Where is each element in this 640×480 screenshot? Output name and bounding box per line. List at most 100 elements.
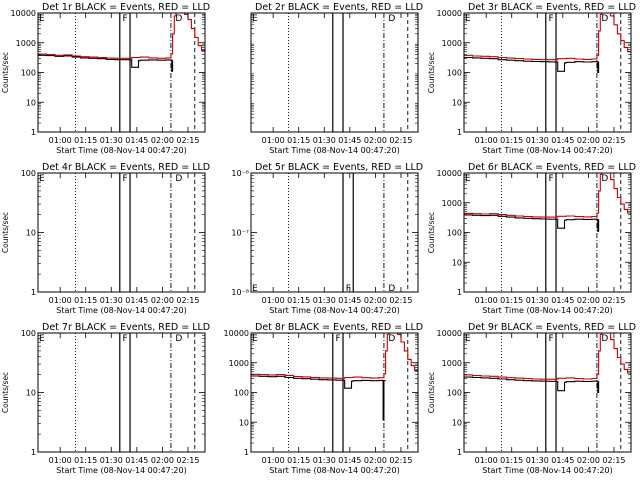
y-tick-label: 10 <box>239 418 249 427</box>
y-axis-label: Counts/sec <box>1 372 10 413</box>
x-tick-label: 02:15 <box>389 456 412 465</box>
lld-series-line <box>464 13 631 61</box>
panel-title: Det 6r BLACK = Events, RED = LLD <box>468 162 636 173</box>
y-tick-label: 100 <box>21 329 36 338</box>
plot-frame <box>37 332 206 453</box>
x-tick-label: 01:30 <box>100 136 123 145</box>
x-tick-label: 01:15 <box>287 136 310 145</box>
x-tick-label: 01:15 <box>287 296 310 305</box>
y-axis-label: Counts/sec <box>427 372 436 413</box>
detector-panel-5: Det 5r BLACK = Events, RED = LLD E F D 01:00… <box>231 162 423 315</box>
flag-marker-E: E <box>252 14 258 24</box>
flag-marker-D: D <box>175 174 182 184</box>
y-tick-label: 10⁻⁶ <box>231 169 249 178</box>
x-tick-label: 02:15 <box>176 136 199 145</box>
y-tick-label: 1000 <box>16 39 36 48</box>
x-axis-label: Start Time (08-Nov-14 00:47:20) <box>269 306 399 315</box>
flag-marker-E: E <box>39 174 45 184</box>
y-tick-label: 10⁻⁸ <box>231 288 249 297</box>
panel-title: Det 9r BLACK = Events, RED = LLD <box>468 322 636 333</box>
y-tick-label: 10 <box>452 98 462 107</box>
flag-marker-D: D <box>388 284 395 294</box>
x-tick-label: 01:45 <box>338 456 361 465</box>
y-tick-label: 10000 <box>437 9 462 18</box>
flag-marker-E: E <box>252 334 258 344</box>
x-tick-label: 02:15 <box>389 296 412 305</box>
panel-title: Det 3r BLACK = Events, RED = LLD <box>468 2 636 13</box>
y-tick-label: 100 <box>21 69 36 78</box>
x-axis-label: Start Time (08-Nov-14 00:47:20) <box>269 466 399 475</box>
x-tick-label: 01:15 <box>500 456 523 465</box>
y-axis-label: Counts/sec <box>1 52 10 93</box>
x-tick-label: 01:00 <box>49 456 72 465</box>
x-tick-label: 01:00 <box>475 456 498 465</box>
panel-title: Det 8r BLACK = Events, RED = LLD <box>255 322 423 333</box>
x-tick-label: 02:00 <box>577 296 600 305</box>
x-tick-label: 02:15 <box>602 296 625 305</box>
x-tick-label: 02:00 <box>151 296 174 305</box>
plot-frame <box>250 172 419 293</box>
x-tick-label: 02:00 <box>364 456 387 465</box>
flag-marker-F: F <box>549 14 554 24</box>
y-tick-label: 1 <box>244 448 249 457</box>
x-tick-label: 02:00 <box>151 456 174 465</box>
x-tick-label: 02:00 <box>577 456 600 465</box>
x-tick-label: 01:30 <box>313 136 336 145</box>
events-series-line <box>464 56 600 74</box>
x-tick-label: 01:45 <box>338 136 361 145</box>
x-axis-label: Start Time (08-Nov-14 00:47:20) <box>269 146 399 155</box>
x-tick-label: 02:00 <box>151 136 174 145</box>
flag-marker-E: E <box>465 174 471 184</box>
series-group <box>464 13 631 74</box>
y-tick-label: 100 <box>21 169 36 178</box>
plot-frame <box>463 12 632 133</box>
x-tick-label: 01:45 <box>125 136 148 145</box>
x-tick-label: 01:30 <box>313 296 336 305</box>
x-tick-label: 01:30 <box>313 456 336 465</box>
x-tick-label: 01:15 <box>74 296 97 305</box>
panel-title: Det 5r BLACK = Events, RED = LLD <box>255 162 423 173</box>
plot-frame <box>250 332 419 453</box>
flag-marker-E: E <box>465 334 471 344</box>
y-tick-label: 10000 <box>224 329 249 338</box>
x-tick-label: 02:00 <box>577 136 600 145</box>
y-axis-label: Counts/sec <box>427 212 436 253</box>
y-axis-label: Counts/sec <box>427 52 436 93</box>
y-tick-label: 10000 <box>437 169 462 178</box>
lld-series-line <box>464 333 631 380</box>
flag-marker-F: F <box>123 174 128 184</box>
y-axis-label: Counts/sec <box>1 212 10 253</box>
y-tick-label: 100 <box>447 229 462 238</box>
flag-marker-F: F <box>336 334 341 344</box>
lld-series-line <box>464 173 631 218</box>
plot-frame <box>250 12 419 133</box>
flag-marker-F: F <box>549 174 554 184</box>
flag-marker-D: D <box>601 174 608 184</box>
flag-marker-F: F <box>549 334 554 344</box>
x-tick-label: 01:45 <box>338 296 361 305</box>
events-series-line <box>464 376 600 394</box>
flag-marker-F: F <box>123 14 128 24</box>
flag-marker-F: F <box>346 284 351 294</box>
y-tick-label: 1 <box>31 128 36 137</box>
x-tick-label: 02:15 <box>176 456 199 465</box>
flag-marker-D: D <box>388 334 395 344</box>
x-tick-label: 01:15 <box>500 136 523 145</box>
y-tick-label: 10⁻⁷ <box>231 229 249 238</box>
x-tick-label: 01:15 <box>74 456 97 465</box>
events-series-line <box>38 54 174 72</box>
flag-marker-D: D <box>175 14 182 24</box>
y-tick-label: 1000 <box>229 359 249 368</box>
flag-marker-E: E <box>252 284 258 294</box>
panel-title: Det 7r BLACK = Events, RED = LLD <box>42 322 210 333</box>
x-tick-label: 01:30 <box>526 456 549 465</box>
y-tick-label: 1 <box>31 448 36 457</box>
x-tick-label: 02:00 <box>364 296 387 305</box>
x-tick-label: 01:00 <box>475 136 498 145</box>
